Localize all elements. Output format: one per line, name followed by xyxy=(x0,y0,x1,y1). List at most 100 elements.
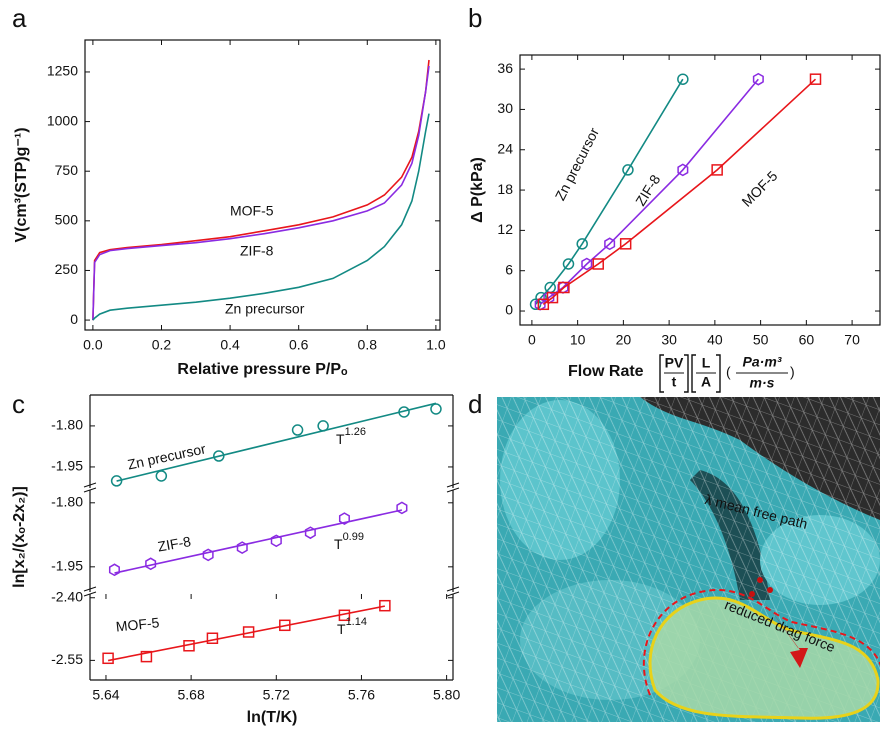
x-tick-label: 10 xyxy=(570,332,586,348)
marker xyxy=(558,281,570,294)
molecule xyxy=(757,577,763,583)
axis-break xyxy=(446,482,460,493)
marker xyxy=(110,475,123,487)
axis-break xyxy=(83,586,97,597)
marker xyxy=(338,609,351,622)
y-tick-label: -2.40 xyxy=(51,588,83,604)
marker xyxy=(242,626,255,638)
x-axis-label: Flow Rate xyxy=(568,363,644,380)
y-tick-label: 1000 xyxy=(47,112,78,128)
marker xyxy=(622,164,634,176)
series-label: ZIF-8 xyxy=(156,533,192,555)
fraction-bottom: t xyxy=(672,374,677,390)
x-axis-label: Relative pressure P/Pₒ xyxy=(177,361,348,378)
y-tick-label: 0 xyxy=(70,311,78,327)
marker xyxy=(809,73,822,85)
unit-bottom: m·s xyxy=(750,375,775,391)
axis-break xyxy=(446,586,460,597)
marker xyxy=(537,298,550,311)
fraction-bottom: A xyxy=(701,374,711,390)
marker xyxy=(562,258,575,270)
axis-break xyxy=(83,482,97,493)
panel-label: b xyxy=(468,3,482,33)
y-tick-label: 250 xyxy=(55,261,79,277)
series-label: MOF-5 xyxy=(115,614,160,634)
marker xyxy=(711,164,723,176)
marker xyxy=(604,237,616,251)
series-label: MOF-5 xyxy=(738,167,780,209)
x-tick-label: 1.0 xyxy=(426,337,446,353)
y-axis-label: Δ P(kPa) xyxy=(469,157,486,223)
y-axis-label: ln[x₂/(xₒ-2x₂)] xyxy=(11,486,28,588)
x-tick-label: 20 xyxy=(616,332,632,348)
fit-line xyxy=(116,402,437,482)
marker xyxy=(752,72,764,86)
marker xyxy=(140,650,153,663)
marker xyxy=(183,640,195,652)
x-tick-label: 5.72 xyxy=(263,687,290,703)
marker xyxy=(270,534,282,548)
marker xyxy=(206,632,219,645)
series-label: Zn precursor xyxy=(225,301,305,317)
paren: ) xyxy=(790,364,795,380)
marker xyxy=(398,406,410,418)
x-tick-label: 0.2 xyxy=(152,337,172,353)
y-tick-label: 0 xyxy=(505,302,513,318)
series-label: Zn precursor xyxy=(126,440,207,472)
marker xyxy=(677,163,689,177)
power-law-label: T1.14 xyxy=(337,616,367,637)
marker xyxy=(338,512,350,525)
y-tick-label: -1.80 xyxy=(51,494,83,510)
series-label: Zn precursor xyxy=(552,125,602,203)
x-tick-label: 0.4 xyxy=(220,337,240,353)
bracket xyxy=(659,354,689,393)
series-line xyxy=(92,59,430,321)
marker xyxy=(279,619,291,632)
y-tick-label: -1.80 xyxy=(51,417,83,433)
fit-line xyxy=(114,509,403,574)
x-tick-label: 30 xyxy=(661,332,677,348)
y-tick-label: 12 xyxy=(497,221,513,237)
plot-frame xyxy=(84,39,441,331)
x-tick-label: 60 xyxy=(799,332,815,348)
panel-label: d xyxy=(468,389,482,419)
marker xyxy=(145,557,157,571)
x-tick-label: 0.8 xyxy=(358,337,378,353)
marker xyxy=(619,238,632,250)
particle xyxy=(648,596,880,720)
power-law-label: T0.99 xyxy=(334,531,364,552)
image-panel xyxy=(497,397,880,722)
marker xyxy=(546,291,559,304)
y-tick-label: 750 xyxy=(55,162,79,178)
molecule xyxy=(749,591,755,597)
series-line xyxy=(539,78,759,305)
marker xyxy=(581,257,593,271)
marker xyxy=(213,450,225,462)
series-label: MOF-5 xyxy=(230,203,274,219)
marker xyxy=(304,526,316,540)
marker xyxy=(677,73,689,85)
x-tick-label: 50 xyxy=(753,332,769,348)
panel-label: c xyxy=(12,389,25,419)
x-tick-label: 5.76 xyxy=(348,687,375,703)
marker xyxy=(317,420,329,432)
series-line xyxy=(542,78,817,305)
y-tick-label: -1.95 xyxy=(51,558,83,574)
y-tick-label: 500 xyxy=(55,212,79,228)
x-tick-label: 0 xyxy=(528,332,536,348)
series-line xyxy=(534,78,684,305)
fraction-top: PV xyxy=(665,355,684,371)
series-line xyxy=(92,65,430,321)
series-label: ZIF-8 xyxy=(632,172,663,209)
marker xyxy=(102,652,114,665)
x-tick-label: 70 xyxy=(844,332,860,348)
paren: ( xyxy=(726,364,731,380)
x-tick-label: 40 xyxy=(707,332,723,348)
marker xyxy=(576,238,588,250)
x-tick-label: 5.80 xyxy=(433,687,460,703)
y-tick-label: 6 xyxy=(505,261,513,277)
marker xyxy=(108,563,120,577)
marker xyxy=(236,541,248,554)
plot-frame xyxy=(519,54,881,326)
